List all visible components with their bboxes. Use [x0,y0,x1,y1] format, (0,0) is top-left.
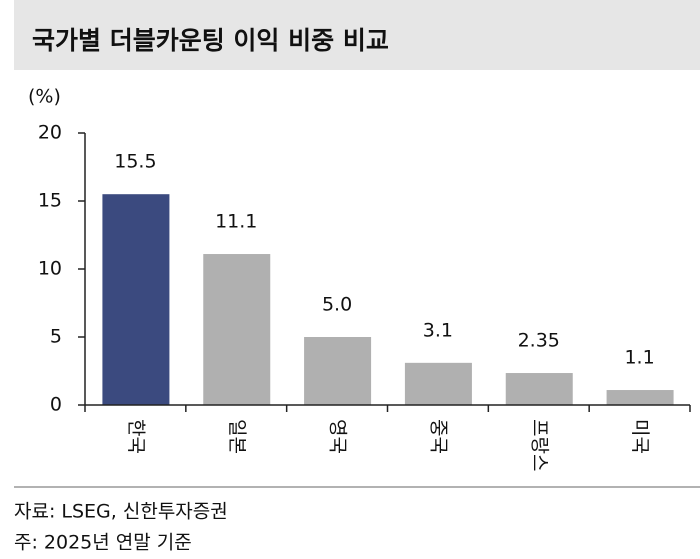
data-label: 2.35 [518,330,560,352]
source-note: 자료: LSEG, 신한투자증권 [14,501,228,523]
chart-title: 국가별 더블카운팅 이익 비중 비교 [32,26,389,55]
y-tick-label: 15 [38,190,62,212]
x-tick-label: 한국 [125,419,147,454]
data-label: 5.0 [322,294,352,316]
bar [304,337,372,405]
x-tick-label: 프랑스 [528,419,550,471]
x-tick-label: 영국 [327,419,349,454]
x-tick-label: 일본 [226,419,248,454]
x-tick-label: 미국 [629,419,651,454]
y-axis-label: (%) [28,86,61,108]
footnote: 주: 2025년 연말 기준 [14,532,192,554]
y-tick-label: 10 [38,258,62,280]
bar [505,373,573,405]
data-label: 1.1 [624,347,654,369]
y-tick-label: 20 [38,122,62,144]
data-label: 11.1 [215,211,257,233]
y-tick-label: 5 [50,326,62,348]
data-label: 15.5 [114,151,156,173]
title-banner [14,0,700,70]
bar [404,362,472,405]
bar [102,194,170,405]
data-label: 3.1 [423,319,453,341]
bar [203,254,271,405]
x-tick-label: 중국 [427,419,449,454]
bar [606,390,674,405]
y-tick-label: 0 [50,394,62,416]
